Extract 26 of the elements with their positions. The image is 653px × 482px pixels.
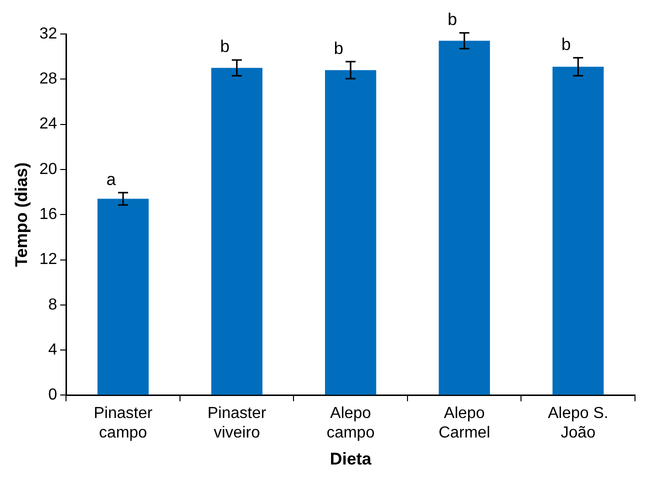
y-tick-label: 20	[39, 160, 58, 178]
bar	[438, 40, 490, 395]
text: b	[448, 10, 458, 30]
bar	[552, 66, 604, 395]
y-axis-title: Tempo (dias)	[12, 162, 31, 267]
annotation: b	[561, 34, 571, 54]
x-tick-label: Alepo S. João	[548, 405, 608, 442]
x-axis-title: Dieta	[330, 449, 372, 468]
annotation: b	[334, 38, 344, 58]
annotation: a	[106, 170, 116, 189]
x-tick-label: Alepo campo	[326, 405, 375, 442]
y-tick-label: 28	[39, 70, 58, 88]
y-tick-label: 16	[39, 206, 58, 224]
x-tick-label: Alepo Carmel	[438, 405, 490, 442]
annotation: b	[220, 37, 230, 56]
y-tick-label: 24	[39, 116, 58, 133]
bar	[211, 68, 262, 395]
y-tick-label: 4	[48, 341, 58, 358]
x-tick-label: Pinaster viveiro	[207, 405, 267, 442]
y-tick-label: 0	[48, 386, 58, 404]
y-tick-label: 8	[48, 296, 58, 314]
y-tick-label: 12	[39, 251, 58, 268]
bar	[325, 70, 376, 395]
x-tick-label: Pinaster campo	[94, 405, 154, 442]
y-tick-label: 32	[39, 25, 58, 42]
bar	[97, 198, 149, 395]
